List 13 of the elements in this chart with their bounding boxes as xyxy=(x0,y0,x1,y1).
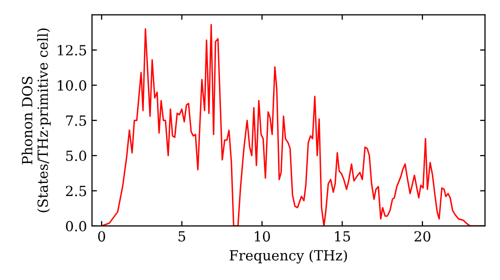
y-tick-label: 12.5 xyxy=(58,44,86,56)
y-tick-label: 10.0 xyxy=(58,80,86,91)
y-tick-label: 7.5 xyxy=(66,116,86,126)
x-tick-label: 20 xyxy=(414,231,430,242)
x-tick-label: 15 xyxy=(335,231,350,242)
y-tick-label: 2.5 xyxy=(66,186,86,196)
y-axis-title: Phonon DOS (States/THz·primitive cell) xyxy=(22,28,51,212)
x-axis-title: Frequency (THz) xyxy=(230,250,347,264)
x-tick-label: 5 xyxy=(178,231,186,242)
x-tick-label: 10 xyxy=(254,231,270,242)
x-tick-label: 0 xyxy=(98,231,106,242)
y-tick-label: 5.0 xyxy=(66,150,86,162)
y-tick-label: 0.0 xyxy=(66,220,86,232)
